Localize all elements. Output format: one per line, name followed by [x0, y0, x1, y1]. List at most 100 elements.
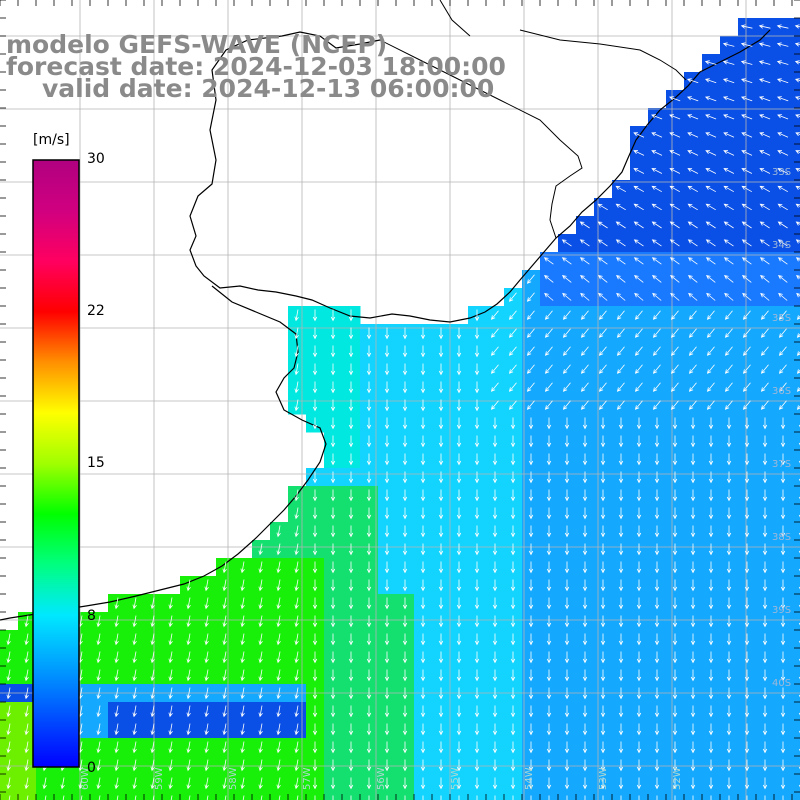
- longitude-labels: 60W 59W 58W 57W 56W 55W 54W 53W 52W: [80, 767, 683, 790]
- wind-arrow: [546, 489, 552, 502]
- wind-arrow: [654, 633, 660, 646]
- wind-arrow: [780, 597, 786, 610]
- wind-arrow: [294, 381, 299, 394]
- wind-arrow: [456, 471, 462, 484]
- wind-arrow: [690, 471, 696, 484]
- wind-arrow: [744, 579, 750, 592]
- wind-arrow: [186, 705, 191, 718]
- wind-arrow: [294, 579, 299, 592]
- field-cell: [792, 522, 800, 541]
- wind-arrow: [672, 633, 678, 646]
- wind-arrow: [564, 705, 570, 718]
- wind-arrow: [490, 346, 499, 356]
- wind-arrow: [740, 96, 753, 102]
- wind-arrow: [778, 328, 787, 338]
- wind-arrow: [132, 777, 137, 790]
- wind-arrow: [636, 615, 642, 628]
- wind-arrow: [258, 651, 263, 664]
- wind-arrow: [672, 651, 678, 664]
- wind-arrow: [276, 543, 281, 556]
- wind-arrow: [438, 399, 444, 412]
- wind-arrow: [528, 705, 534, 718]
- wind-arrow: [564, 453, 570, 466]
- wind-arrow: [330, 489, 336, 502]
- wind-arrow: [654, 579, 660, 592]
- wind-arrow: [402, 579, 408, 592]
- wind-arrow: [528, 651, 534, 664]
- wind-arrow: [759, 132, 771, 138]
- latitude-label: 37S: [772, 459, 791, 470]
- wind-arrow: [690, 741, 696, 754]
- wind-arrow: [708, 453, 714, 466]
- wind-arrow: [492, 435, 498, 448]
- wind-arrow: [402, 417, 408, 430]
- wind-arrow: [330, 579, 336, 592]
- wind-arrow: [615, 203, 626, 211]
- wind-arrow: [132, 633, 137, 646]
- wind-arrow: [562, 310, 571, 320]
- wind-arrow: [726, 633, 732, 646]
- wind-arrow: [706, 346, 715, 356]
- wind-arrow: [582, 633, 588, 646]
- wind-arrow: [294, 561, 299, 574]
- wind-arrow: [544, 346, 553, 356]
- wind-arrow: [420, 579, 426, 592]
- wind-arrow: [240, 705, 245, 718]
- wind-arrow: [564, 507, 570, 520]
- wind-arrow: [456, 597, 462, 610]
- wind-arrow: [276, 759, 281, 772]
- wind-arrow: [528, 525, 534, 538]
- wind-arrow: [510, 543, 516, 556]
- wind-arrow: [508, 382, 517, 392]
- wind-arrow: [687, 185, 698, 193]
- wind-arrow: [690, 777, 696, 790]
- wind-arrow: [294, 489, 299, 502]
- wind-arrow: [438, 615, 444, 628]
- field-cell: [792, 252, 800, 271]
- wind-arrow: [456, 777, 462, 790]
- wind-arrow: [726, 687, 732, 700]
- wind-arrow: [132, 687, 137, 700]
- wind-arrow: [744, 435, 750, 448]
- wind-arrow: [762, 633, 768, 646]
- wind-arrow: [759, 203, 770, 211]
- wind-arrow: [777, 221, 788, 229]
- field-cell: [792, 648, 800, 667]
- wind-arrow: [240, 759, 245, 772]
- wind-arrow: [402, 615, 408, 628]
- wind-arrow: [600, 777, 606, 790]
- wind-arrow: [777, 185, 788, 193]
- wind-arrow: [618, 651, 624, 664]
- wind-arrow: [633, 239, 644, 247]
- wind-arrow: [330, 345, 336, 358]
- wind-arrow: [764, 795, 766, 800]
- wind-arrow: [579, 221, 590, 229]
- wind-arrow: [794, 42, 800, 47]
- wind-arrow: [384, 453, 390, 466]
- wind-arrow: [402, 777, 408, 790]
- wind-arrow: [795, 114, 800, 119]
- wind-arrow: [636, 561, 642, 574]
- wind-arrow: [724, 400, 733, 410]
- field-cell: [234, 792, 253, 800]
- wind-arrow: [420, 435, 426, 448]
- wind-arrow: [548, 795, 550, 800]
- wind-arrow: [582, 543, 588, 556]
- wind-arrow: [438, 633, 444, 646]
- wind-arrow: [760, 328, 769, 338]
- wind-arrow: [240, 651, 245, 664]
- wind-arrow: [422, 795, 424, 800]
- wind-arrow: [258, 759, 263, 772]
- wind-arrow: [669, 132, 681, 138]
- wind-arrow: [672, 543, 678, 556]
- wind-arrow: [296, 795, 299, 800]
- wind-arrow: [742, 346, 751, 356]
- wind-arrow: [474, 489, 480, 502]
- wind-arrow: [312, 363, 318, 376]
- wind-arrow: [348, 471, 354, 484]
- wind-arrow: [384, 669, 390, 682]
- wind-arrow: [690, 687, 696, 700]
- wind-arrow: [330, 669, 336, 682]
- wind-arrow: [780, 453, 786, 466]
- wind-arrow: [780, 651, 786, 664]
